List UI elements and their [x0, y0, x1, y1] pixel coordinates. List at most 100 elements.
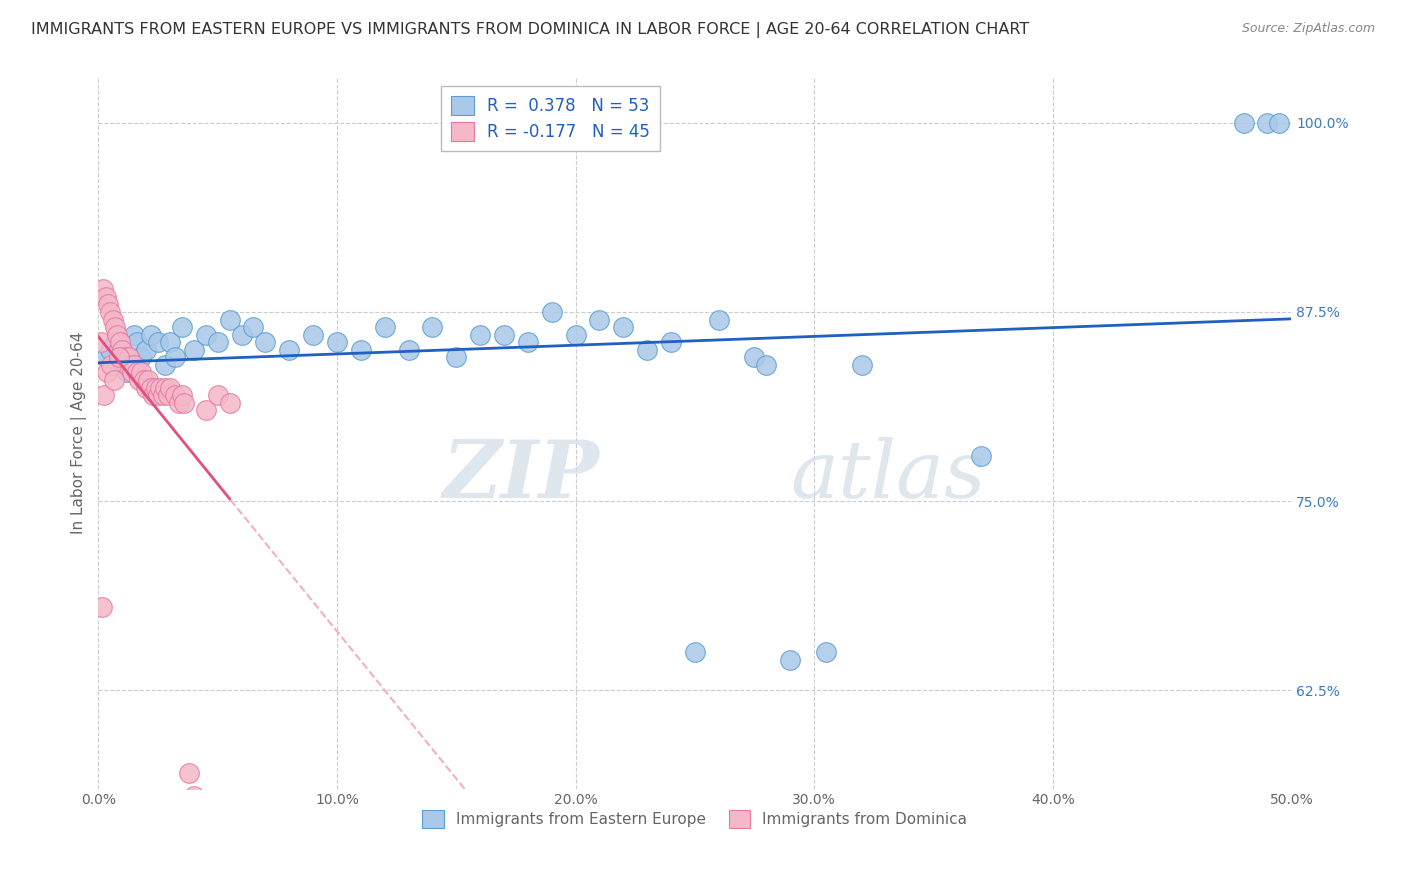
- Point: [114, 351, 136, 365]
- Point: [111, 343, 134, 357]
- Point: [149, 381, 172, 395]
- Point: [152, 388, 174, 402]
- Point: [146, 388, 169, 402]
- Point: [139, 327, 162, 342]
- Point: [170, 388, 193, 402]
- Point: [96, 366, 118, 380]
- Point: [350, 343, 373, 357]
- Point: [588, 312, 610, 326]
- Point: [104, 320, 127, 334]
- Point: [132, 373, 155, 387]
- Point: [91, 282, 114, 296]
- Point: [107, 358, 129, 372]
- Point: [153, 358, 176, 372]
- Point: [93, 388, 115, 402]
- Point: [1256, 116, 1278, 130]
- Point: [1268, 116, 1291, 130]
- Point: [101, 312, 124, 326]
- Point: [111, 343, 134, 357]
- Point: [98, 343, 121, 357]
- Point: [114, 351, 136, 365]
- Point: [100, 358, 122, 372]
- Point: [970, 449, 993, 463]
- Point: [125, 335, 148, 350]
- Point: [326, 335, 349, 350]
- Point: [1233, 116, 1256, 130]
- Point: [159, 381, 181, 395]
- Point: [218, 395, 240, 409]
- Point: [278, 343, 301, 357]
- Point: [128, 373, 150, 387]
- Point: [104, 335, 127, 350]
- Text: IMMIGRANTS FROM EASTERN EUROPE VS IMMIGRANTS FROM DOMINICA IN LABOR FORCE | AGE : IMMIGRANTS FROM EASTERN EUROPE VS IMMIGR…: [31, 22, 1029, 38]
- Y-axis label: In Labor Force | Age 20-64: In Labor Force | Age 20-64: [72, 332, 87, 534]
- Point: [118, 358, 141, 372]
- Point: [97, 297, 120, 311]
- Point: [108, 335, 131, 350]
- Point: [107, 351, 129, 365]
- Point: [115, 358, 138, 372]
- Point: [242, 320, 264, 334]
- Point: [540, 305, 562, 319]
- Point: [153, 381, 176, 395]
- Point: [564, 327, 586, 342]
- Point: [159, 335, 181, 350]
- Point: [207, 335, 229, 350]
- Point: [170, 320, 193, 334]
- Point: [129, 366, 152, 380]
- Point: [755, 358, 778, 372]
- Point: [744, 351, 766, 365]
- Point: [422, 320, 444, 334]
- Point: [468, 327, 491, 342]
- Point: [156, 388, 179, 402]
- Point: [815, 645, 838, 659]
- Point: [231, 327, 253, 342]
- Point: [207, 388, 229, 402]
- Point: [516, 335, 538, 350]
- Point: [135, 343, 157, 357]
- Point: [612, 320, 634, 334]
- Point: [90, 599, 112, 614]
- Point: [173, 395, 195, 409]
- Point: [98, 305, 121, 319]
- Point: [779, 653, 801, 667]
- Point: [218, 312, 240, 326]
- Point: [183, 343, 205, 357]
- Point: [146, 335, 169, 350]
- Point: [115, 366, 138, 380]
- Point: [138, 373, 160, 387]
- Point: [122, 358, 145, 372]
- Text: ZIP: ZIP: [443, 437, 599, 515]
- Point: [142, 388, 165, 402]
- Point: [145, 381, 167, 395]
- Point: [398, 343, 420, 357]
- Point: [683, 645, 706, 659]
- Legend: Immigrants from Eastern Europe, Immigrants from Dominica: Immigrants from Eastern Europe, Immigran…: [416, 805, 973, 834]
- Point: [169, 395, 191, 409]
- Point: [94, 351, 117, 365]
- Point: [254, 335, 277, 350]
- Point: [103, 373, 125, 387]
- Point: [118, 351, 141, 365]
- Point: [636, 343, 658, 357]
- Point: [121, 366, 143, 380]
- Point: [129, 351, 152, 365]
- Point: [659, 335, 682, 350]
- Point: [194, 327, 217, 342]
- Point: [125, 366, 148, 380]
- Point: [139, 381, 162, 395]
- Point: [135, 381, 157, 395]
- Point: [851, 358, 873, 372]
- Text: Source: ZipAtlas.com: Source: ZipAtlas.com: [1241, 22, 1375, 36]
- Point: [444, 351, 467, 365]
- Point: [94, 290, 117, 304]
- Point: [107, 327, 129, 342]
- Point: [492, 327, 515, 342]
- Point: [163, 388, 186, 402]
- Point: [707, 312, 730, 326]
- Point: [163, 351, 186, 365]
- Point: [374, 320, 396, 334]
- Point: [183, 789, 205, 803]
- Point: [122, 327, 145, 342]
- Point: [177, 766, 200, 780]
